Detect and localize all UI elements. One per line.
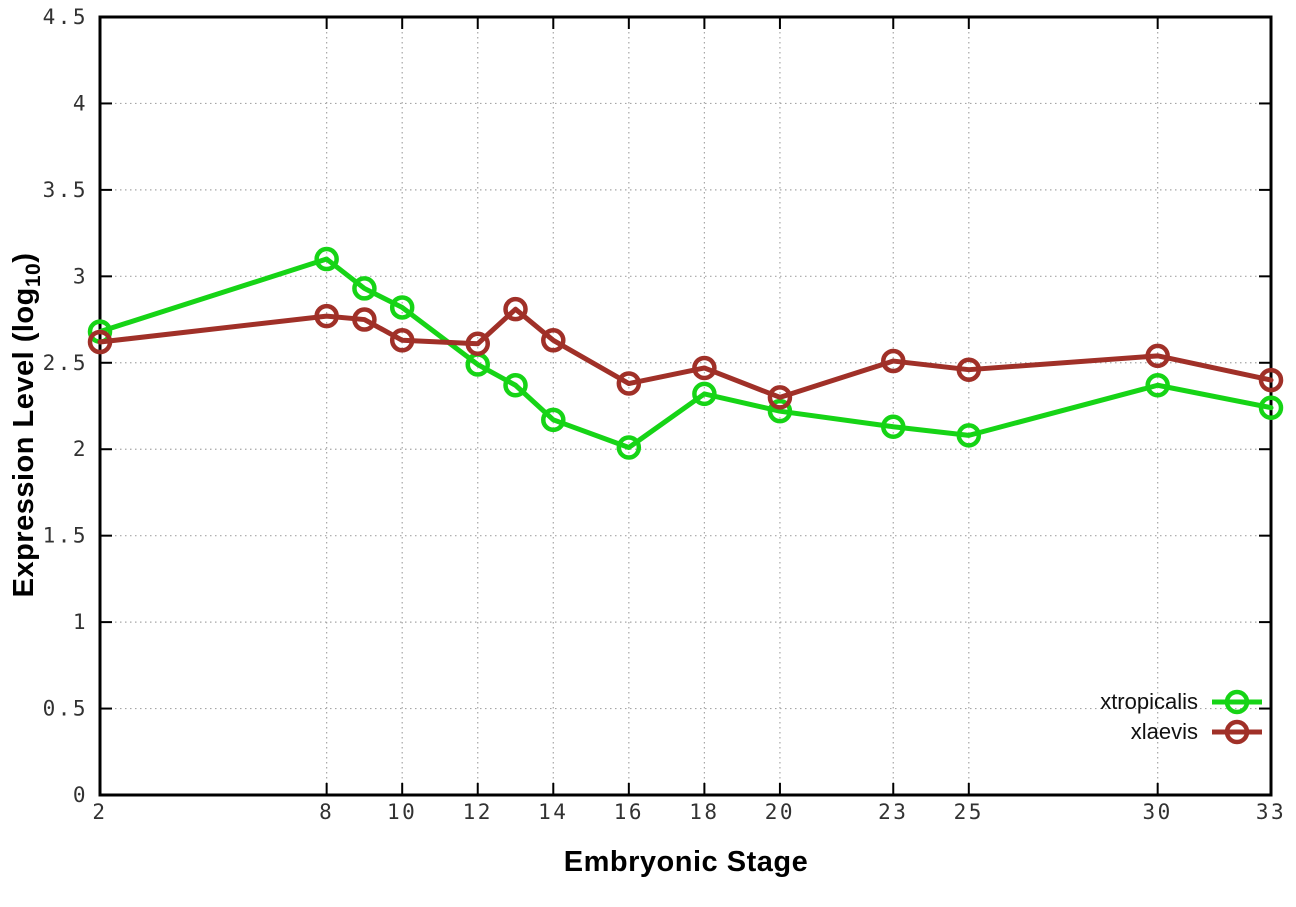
legend-item-xtropicalis: xtropicalis	[1100, 687, 1263, 717]
y-tick-label: 2	[73, 437, 88, 461]
data-point-xlaevis	[956, 357, 982, 382]
data-point-xtropicalis	[503, 373, 528, 398]
y-tick-label: 0.5	[43, 697, 88, 721]
legend-label-xlaevis: xlaevis	[1130, 719, 1198, 744]
data-point-xlaevis	[352, 307, 377, 332]
series-line-xlaevis	[97, 306, 1274, 400]
x-tick-label: 18	[689, 800, 719, 824]
data-point-xtropicalis	[767, 398, 793, 424]
data-point-xtropicalis	[314, 246, 339, 272]
x-tick-label: 33	[1256, 800, 1286, 824]
x-tick-label: 10	[387, 800, 417, 824]
legend-item-xlaevis: xlaevis	[1100, 717, 1263, 747]
legend-marker-xlaevis	[1212, 719, 1262, 745]
y-axis-title-main: Expression Level (log	[8, 287, 40, 598]
data-point-xtropicalis	[692, 381, 717, 407]
x-tick-label: 14	[538, 800, 568, 824]
x-axis-title: Embryonic Stage	[563, 846, 809, 878]
y-axis-title: Expression Level (log10)	[8, 253, 46, 598]
x-tick-label: 30	[1143, 800, 1173, 824]
data-point-xlaevis	[1258, 367, 1284, 393]
x-tick-label: 8	[319, 800, 334, 824]
y-axis-title-close: )	[8, 252, 40, 263]
y-tick-label: 0	[73, 783, 88, 807]
data-point-xtropicalis	[389, 295, 415, 320]
y-tick-label: 4	[73, 91, 88, 115]
data-point-xtropicalis	[352, 276, 377, 301]
data-point-xtropicalis	[881, 414, 906, 439]
y-tick-label: 3	[73, 264, 88, 288]
legend: xtropicalis xlaevis	[1100, 687, 1263, 747]
y-axis-title-subscript: 10	[22, 262, 45, 288]
x-tick-label: 2	[92, 800, 107, 824]
x-tick-label: 20	[765, 800, 795, 824]
y-tick-label: 3.5	[43, 178, 88, 202]
data-point-xlaevis	[616, 371, 642, 396]
data-point-xlaevis	[503, 296, 528, 322]
data-point-xlaevis	[881, 348, 906, 374]
x-tick-label: 25	[954, 800, 984, 824]
legend-label-xtropicalis: xtropicalis	[1100, 689, 1198, 714]
data-point-xlaevis	[541, 328, 566, 353]
y-tick-label: 1.5	[43, 524, 88, 548]
data-point-xtropicalis	[616, 435, 642, 460]
x-tick-label: 16	[614, 800, 644, 824]
y-tick-label: 4.5	[43, 5, 88, 29]
data-point-xtropicalis	[956, 423, 982, 448]
y-tick-label: 2.5	[43, 351, 88, 375]
y-tick-label: 1	[73, 610, 88, 634]
data-point-xlaevis	[465, 331, 490, 357]
data-point-xlaevis	[314, 303, 339, 329]
data-point-xlaevis	[692, 355, 717, 381]
legend-marker-xtropicalis	[1212, 689, 1262, 715]
data-point-xtropicalis	[1145, 373, 1170, 398]
data-point-xtropicalis	[541, 407, 566, 433]
data-point-xlaevis	[1145, 343, 1170, 369]
data-point-xlaevis	[87, 329, 113, 355]
data-point-xtropicalis	[1258, 395, 1284, 420]
data-point-xlaevis	[389, 328, 415, 353]
data-point-xlaevis	[767, 385, 793, 410]
x-tick-label: 23	[878, 800, 908, 824]
x-tick-label: 12	[463, 800, 493, 824]
series-line-xtropicalis	[97, 256, 1274, 450]
